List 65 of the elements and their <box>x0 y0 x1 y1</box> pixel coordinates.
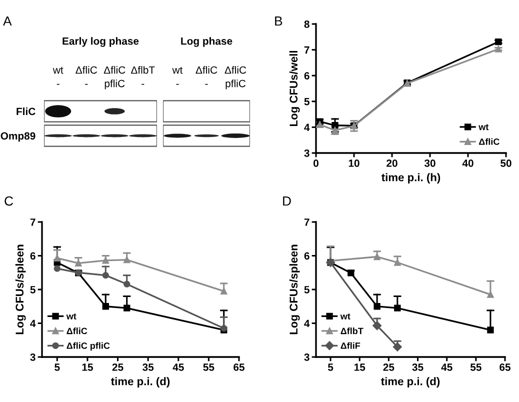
x-tick-label: 15 <box>82 364 93 371</box>
x-tick-label: 45 <box>172 364 184 371</box>
y-tick-label: 6 <box>304 252 310 260</box>
x-tick-label: 40 <box>462 160 474 167</box>
x-tick-label: 20 <box>386 160 398 167</box>
y-axis-title: Log CFUs/spleen <box>15 244 26 334</box>
y-tick-label: 5 <box>304 98 310 106</box>
text: C <box>4 196 14 206</box>
category-label: wt - <box>172 66 183 85</box>
category-label: ΔfliC - <box>196 66 218 85</box>
x-tick-label: 5 <box>328 364 334 371</box>
x-tick-label: 25 <box>383 364 394 371</box>
x-tick-label: 10 <box>348 160 360 167</box>
category-label: Omp89 <box>0 132 36 142</box>
text: A <box>3 16 12 26</box>
y-tick-label: 5 <box>30 286 36 294</box>
x-tick-label: 5 <box>54 364 60 371</box>
y-tick-label: 3 <box>30 354 36 361</box>
y-tick-label: 5 <box>304 286 310 294</box>
text: Early log phase <box>62 37 139 47</box>
legend-label: wt <box>340 313 350 320</box>
legend-label: ΔfliC <box>66 328 88 334</box>
x-tick-label: 30 <box>424 160 436 167</box>
category-label: wt - <box>52 66 64 85</box>
y-tick-label: 6 <box>304 72 310 80</box>
text: Log phase <box>181 37 232 47</box>
y-axis-title: Log CFUs/well <box>289 51 300 126</box>
y-tick-label: 4 <box>30 320 36 328</box>
y-tick-label: 7 <box>304 218 310 226</box>
category-label: ΔfliC - <box>76 66 97 85</box>
legend-label: wt <box>66 313 76 320</box>
x-tick-label: 35 <box>142 364 154 371</box>
y-tick-label: 4 <box>304 320 310 328</box>
x-axis-title: time p.i. (d) <box>111 377 170 388</box>
category-label: ΔflbT - <box>131 66 155 85</box>
x-tick-label: 0 <box>314 160 318 167</box>
x-tick-label: 50 <box>500 160 512 167</box>
x-tick-label: 35 <box>412 364 424 371</box>
legend-label: wt <box>478 124 489 130</box>
text: B <box>275 16 282 26</box>
x-axis-title: time p.i. (h) <box>382 173 440 184</box>
legend-label: ΔfliC pfliC <box>66 342 110 351</box>
y-tick-label: 3 <box>304 354 310 361</box>
text: D <box>283 196 291 206</box>
legend-label: ΔfliC <box>479 138 500 145</box>
category-label: FliC <box>16 107 36 116</box>
x-tick-label: 55 <box>470 364 482 371</box>
y-tick-label: 8 <box>304 20 310 28</box>
legend-label: ΔflbT <box>340 328 364 334</box>
category-label: ΔfliC pfliC <box>104 66 126 90</box>
x-tick-label: 55 <box>203 364 214 371</box>
x-tick-label: 65 <box>234 364 245 371</box>
y-tick-label: 3 <box>304 150 310 157</box>
x-tick-label: 65 <box>500 364 511 371</box>
x-tick-label: 15 <box>354 364 366 371</box>
x-tick-label: 25 <box>112 364 124 371</box>
x-axis-title: time p.i. (d) <box>381 377 440 388</box>
x-tick-label: 45 <box>441 364 452 371</box>
y-axis-title: Log CFUs/spleen <box>289 244 300 334</box>
y-tick-label: 7 <box>30 218 36 226</box>
category-label: ΔfliC pfliC <box>224 66 246 90</box>
y-tick-label: 7 <box>304 46 310 54</box>
y-tick-label: 6 <box>30 252 36 260</box>
legend-label: ΔfliF <box>340 342 360 349</box>
y-tick-label: 4 <box>304 124 310 131</box>
